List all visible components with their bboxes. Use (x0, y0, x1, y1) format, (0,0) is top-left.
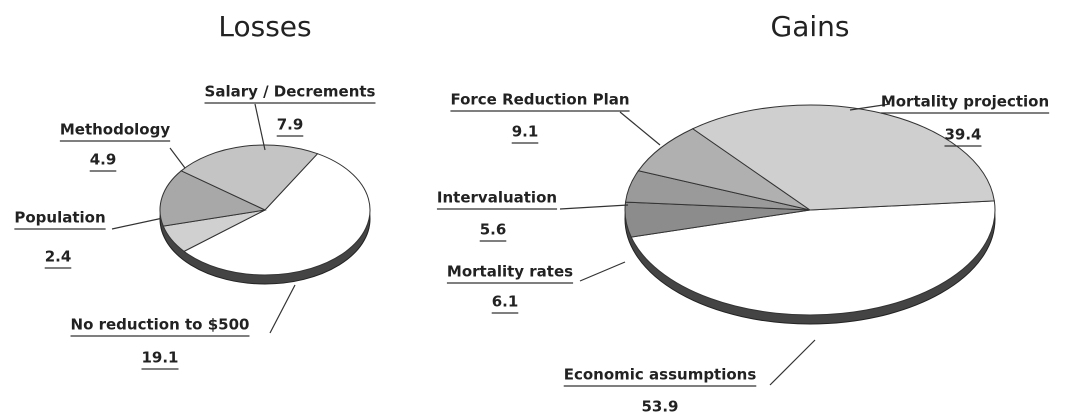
slice-label: Methodology (60, 121, 170, 139)
chart-title: Gains (771, 10, 850, 43)
slice-label: Salary / Decrements (205, 83, 376, 101)
leader-line (619, 111, 661, 146)
leader-line (269, 284, 296, 334)
value-label: 2.4 (45, 248, 72, 266)
slice-label: Intervaluation (437, 189, 557, 207)
slice-label: No reduction to $500 (71, 316, 250, 334)
leader-line (849, 103, 891, 111)
leader-line (111, 217, 164, 230)
slice-label: Mortality projection (881, 93, 1049, 111)
slice-label: Mortality rates (447, 263, 573, 281)
value-label: 6.1 (492, 293, 519, 311)
value-label: 9.1 (512, 123, 539, 141)
value-label: 4.9 (90, 151, 117, 169)
slice-label: Economic assumptions (564, 366, 757, 384)
slice-label: Population (14, 209, 105, 227)
pie-slice (183, 153, 371, 276)
chart-title: Losses (218, 10, 311, 43)
leader-line (559, 204, 629, 210)
value-label: 39.4 (944, 126, 981, 144)
value-label: 19.1 (141, 349, 178, 367)
leader-line (169, 147, 186, 169)
leader-line (769, 339, 816, 386)
leader-line (254, 103, 266, 151)
value-label: 5.6 (480, 221, 507, 239)
value-label: 7.9 (277, 116, 304, 134)
pie-slice (159, 170, 267, 227)
pie-slice (637, 128, 811, 211)
pie-slice (180, 144, 319, 211)
leader-line (579, 261, 626, 282)
pie-slice (630, 200, 996, 316)
slice-label: Force Reduction Plan (450, 91, 629, 109)
value-label: 53.9 (641, 398, 678, 416)
